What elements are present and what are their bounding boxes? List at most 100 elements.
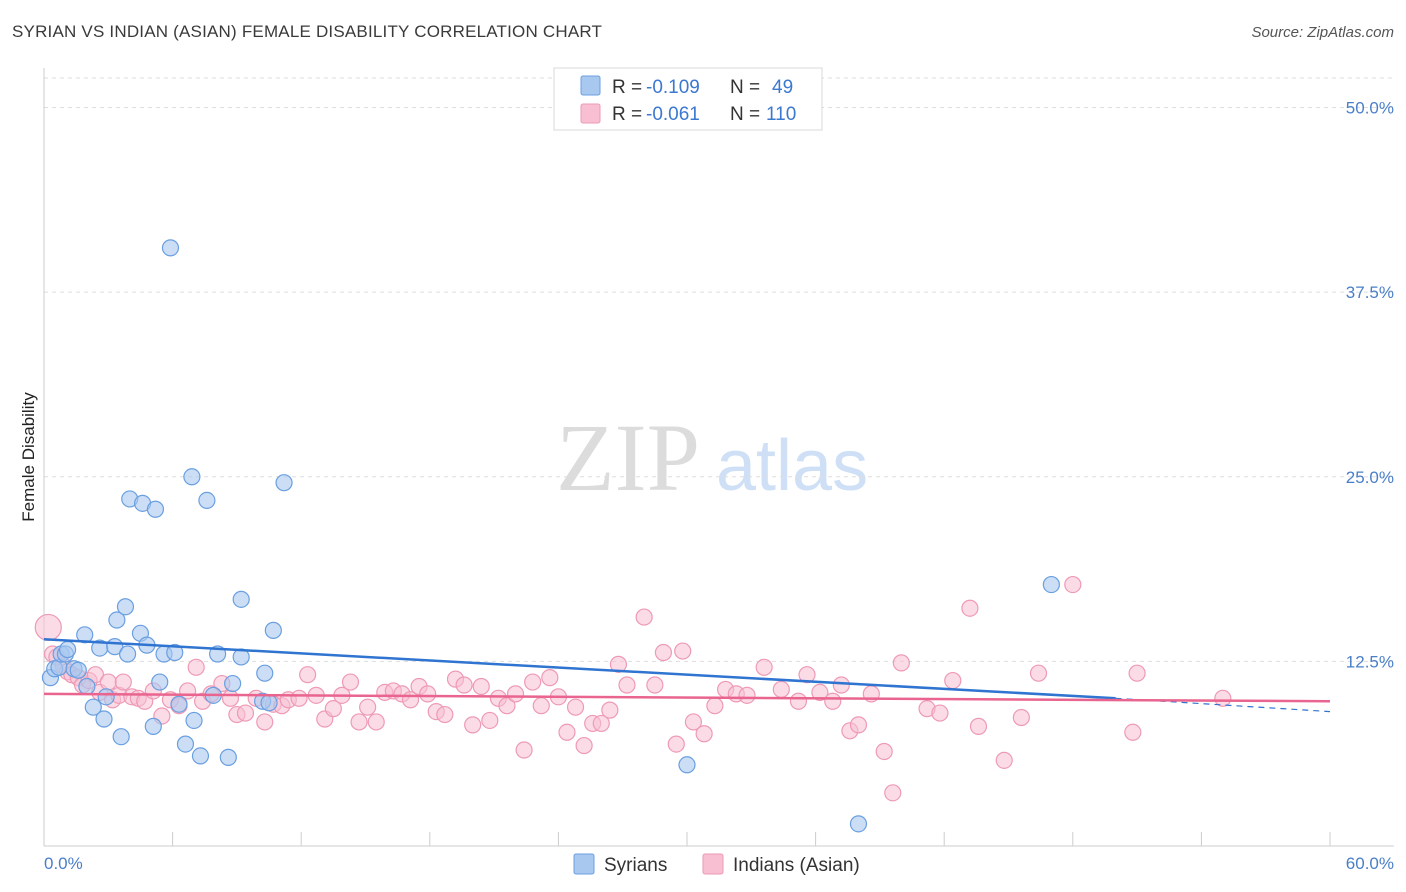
watermark-atlas: atlas: [716, 426, 868, 506]
syrian-point: [84, 698, 102, 716]
trend-lines: [43, 637, 1331, 713]
indian-point: [99, 673, 117, 691]
syrian-point: [76, 626, 94, 644]
indian-point: [798, 666, 816, 684]
indian-point: [849, 716, 868, 734]
series-legend: Syrians Indians (Asian): [573, 853, 860, 876]
indian-point: [944, 671, 962, 690]
indian-point: [187, 658, 205, 676]
syrian-point: [256, 664, 274, 682]
indian-point: [350, 713, 368, 731]
syrian-point: [183, 468, 201, 486]
indian-point: [455, 676, 473, 694]
legend-n-label-1: N =: [730, 104, 760, 125]
legend-n-value-1: 110: [766, 104, 796, 125]
y-tick-label-1: 25.0%: [1346, 468, 1394, 487]
indian-point: [532, 697, 550, 715]
indian-point: [695, 725, 713, 743]
indian-point: [436, 705, 454, 724]
indian-point: [506, 685, 525, 703]
indian-point: [931, 704, 949, 722]
x-tick-label-0: 0.0%: [44, 854, 83, 873]
indian-point: [684, 713, 703, 731]
indian-point: [646, 676, 664, 694]
syrian-point: [151, 673, 169, 691]
syrian-points-group: [41, 239, 1060, 833]
syrian-point: [97, 688, 115, 706]
indian-point: [299, 666, 317, 684]
syrian-point: [170, 695, 188, 713]
syrian-point: [176, 735, 195, 753]
indian-trend-line: [43, 692, 1331, 703]
legend-swatch-syrian: [580, 75, 601, 96]
syrian-point: [185, 711, 203, 730]
indian-point: [472, 677, 490, 696]
syrian-point: [232, 590, 250, 608]
indian-point: [674, 642, 692, 660]
y-axis-label: Female Disability: [19, 392, 38, 522]
legend-r-label-0: R =: [612, 77, 642, 98]
indian-point: [884, 784, 902, 802]
legend-swatch-indian: [580, 103, 601, 124]
chart-title: SYRIAN VS INDIAN (ASIAN) FEMALE DISABILI…: [12, 22, 603, 41]
indian-point: [1029, 664, 1048, 682]
x-tick-label-1: 60.0%: [1346, 854, 1394, 873]
indian-point: [772, 680, 790, 699]
syrian-point: [224, 674, 242, 693]
indian-point: [515, 741, 533, 759]
indian-point: [524, 673, 542, 691]
indian-point: [341, 673, 360, 691]
indian-point: [290, 689, 308, 707]
syrian-point: [678, 756, 696, 774]
indian-point: [114, 673, 132, 691]
indian-point: [969, 717, 988, 735]
indian-point: [1128, 664, 1146, 682]
indian-point: [789, 692, 808, 710]
indian-point: [618, 676, 636, 694]
indian-point: [667, 735, 685, 753]
indian-point: [635, 608, 653, 626]
legend-r-value-1: -0.061: [646, 104, 700, 125]
syrian-point: [264, 621, 282, 639]
syrian-point: [58, 640, 77, 659]
legend-r-label-1: R =: [612, 104, 642, 125]
indian-point: [367, 713, 385, 731]
y-tick-label-0: 12.5%: [1346, 652, 1394, 671]
indian-point: [324, 700, 342, 718]
indian-point: [1012, 708, 1030, 727]
indian-point: [832, 676, 850, 694]
indian-point: [481, 711, 499, 730]
indian-point: [995, 751, 1013, 769]
y-tick-labels: 12.5% 25.0% 37.5% 50.0%: [1346, 99, 1394, 672]
indian-point: [811, 683, 829, 702]
y-tick-label-2: 37.5%: [1346, 283, 1394, 302]
legend-n-value-0: 49: [772, 77, 793, 98]
bottom-legend-swatch-syrian: [573, 853, 595, 875]
indian-point: [601, 701, 619, 719]
correlation-legend: R = -0.109 N = 49 R = -0.061 N = 110: [553, 67, 823, 131]
bottom-legend-label-syrian: Syrians: [604, 855, 667, 876]
bottom-legend-swatch-indian: [702, 853, 724, 875]
indian-point: [221, 689, 240, 707]
indian-point: [706, 697, 724, 715]
indian-point: [961, 599, 979, 617]
indian-point: [1124, 723, 1142, 741]
indian-point: [892, 654, 910, 672]
indian-point: [541, 669, 559, 687]
indian-point: [738, 686, 756, 704]
indian-point: [558, 723, 576, 741]
indian-point: [755, 658, 773, 676]
gridlines: [44, 77, 1394, 662]
syrian-point: [1042, 575, 1060, 594]
syrian-point: [116, 598, 135, 616]
indian-point: [592, 714, 610, 733]
syrian-point: [191, 747, 210, 765]
syrian-point: [198, 491, 216, 509]
bottom-legend-label-indian: Indians (Asian): [733, 855, 860, 876]
syrian-point: [95, 710, 113, 728]
source-note: Source: ZipAtlas.com: [1251, 24, 1394, 41]
indian-point: [256, 713, 274, 731]
y-tick-label-3: 50.0%: [1346, 99, 1394, 118]
indian-point: [34, 613, 62, 642]
